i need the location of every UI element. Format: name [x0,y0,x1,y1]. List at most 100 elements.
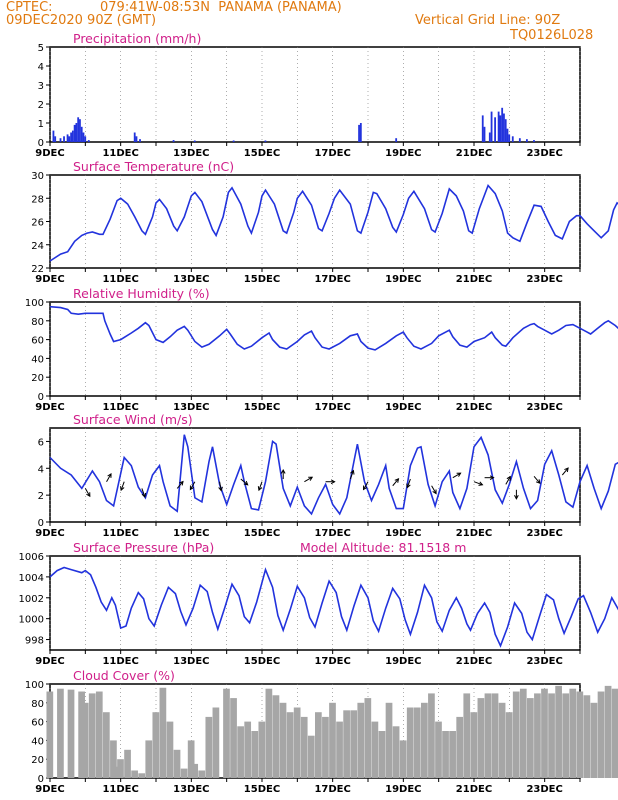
wind-arrow [240,478,249,486]
x-tick-label: 13DEC [173,274,209,285]
precip-bar [79,119,81,142]
wind-arrow-head [218,486,223,492]
header-run: 09DEC2020 90Z (GMT) [6,13,157,28]
x-tick-label: 15DEC [244,528,280,539]
y-tick-label: 2 [38,100,44,111]
wind-arrow-head [86,492,91,498]
series-line [49,183,618,262]
panel-frame [49,174,581,269]
cloud-bar [364,698,372,778]
cloud-bar [67,689,75,778]
wind-arrow [505,476,511,485]
x-tick-label: 23DEC [526,402,562,413]
cloud-bar [265,688,273,778]
cloud-bar [541,688,548,778]
cloud-bar [173,749,181,778]
cloud-bar [237,726,244,778]
x-tick-label: 13DEC [173,784,209,795]
x-tick-label: 9DEC [35,528,64,539]
wind-arrow-head [141,492,147,498]
wind-arrow [392,478,399,487]
x-tick-label: 23DEC [526,148,562,159]
x-tick-label: 19DEC [385,784,421,795]
wind-arrow [363,481,369,490]
precip-bar [511,136,514,142]
y-tick-label: 80 [31,317,44,328]
y-tick-label: 28 [31,194,44,205]
cloud-bar [378,731,386,778]
y-tick-label: 40 [31,736,44,747]
y-tick-label: 4 [38,464,44,475]
cloud-bar [329,702,336,778]
precip-bar [518,138,521,142]
wind-arrow [120,481,125,491]
cloud-bar [428,693,435,778]
precip-bar [264,140,267,142]
x-tick-label: 13DEC [173,656,209,667]
y-tick-label: 1006 [19,552,44,563]
cloud-bar [343,710,350,778]
cloud-bar [145,740,153,778]
precip-bar [133,132,136,142]
precip-bar [59,138,62,142]
y-tick-label: 60 [31,718,44,729]
cloud-bar [406,707,414,778]
cloud-bar [350,710,358,778]
cloud-bar [498,702,506,778]
cloud-bar [293,707,301,778]
cloud-bar [166,721,174,778]
panel-title: Surface Wind (m/s) [73,412,193,427]
x-tick-label: 17DEC [314,528,350,539]
precip-bar [80,126,83,142]
x-tick-label: 11DEC [102,274,138,285]
x-tick-label: 11DEC [102,402,138,413]
cloud-bar [484,693,492,778]
cloud-bar [470,712,478,778]
cloud-bar [230,698,237,778]
precip-bar [139,139,141,142]
precip-bar [358,124,360,142]
cloud-bar [604,685,612,778]
wind-arrow [304,476,313,483]
cloud-bar [315,712,322,778]
cloud-bar [81,702,89,778]
x-tick-label: 9DEC [35,274,64,285]
wind-arrow-head [564,467,569,473]
cloud-bar [307,735,315,778]
cloud-bar [534,693,541,778]
cloud-bar [117,759,124,778]
y-tick-label: 1 [38,119,44,130]
precip-bar [87,140,90,142]
wind-arrow-head [308,476,314,481]
cloud-bar [212,707,220,778]
cloud-bar [583,695,591,778]
x-tick-label: 15DEC [244,148,280,159]
cloud-bar [95,691,103,778]
wind-arrow-head [506,475,511,481]
cloud-bar [505,712,513,778]
wind-arrow-head [179,480,184,486]
precip-bar [52,130,55,142]
precip-bar [526,139,528,142]
cloud-bar [527,698,534,778]
cloud-bar [286,712,294,778]
wind-arrow [219,481,222,491]
wind-arrow [141,488,146,498]
cloud-bar [131,770,138,778]
cloud-bar [152,712,160,778]
wind-arrow-head [432,489,437,495]
cloud-bar [576,691,584,778]
x-tick-label: 11DEC [102,528,138,539]
series-line [49,305,618,351]
x-tick-label: 13DEC [173,402,209,413]
cloud-bar [611,688,618,778]
x-tick-label: 19DEC [385,528,421,539]
y-tick-label: 998 [25,636,44,647]
precip-bar [359,123,362,142]
precip-bar [54,136,57,142]
cloud-bar [597,691,605,778]
wind-arrow-head [107,473,112,478]
precip-bar [84,136,87,142]
x-tick-label: 17DEC [314,784,350,795]
y-tick-label: 26 [31,218,44,229]
